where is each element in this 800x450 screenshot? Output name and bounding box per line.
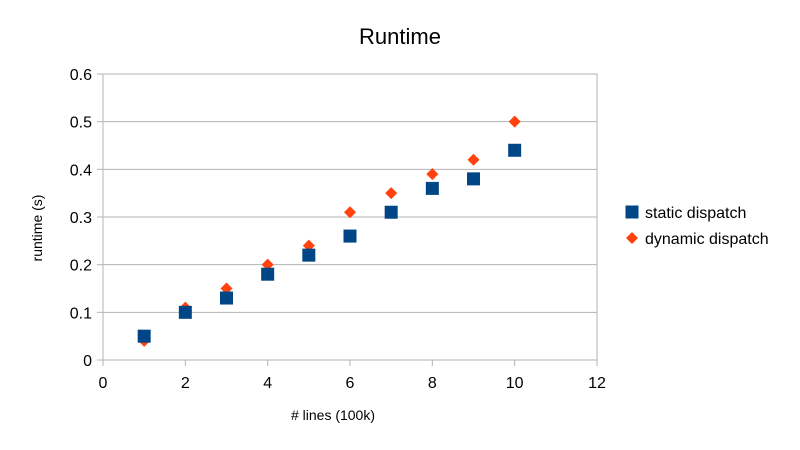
y-axis-ticks: 0 0.1 0.2 0.3 0.4 0.5 0.6	[70, 67, 103, 370]
x-tick-label: 12	[588, 375, 606, 392]
y-tick-label: 0	[83, 353, 92, 370]
static-dispatch-point	[508, 143, 522, 157]
dynamic-dispatch-point	[426, 168, 439, 181]
y-tick-label: 0.5	[70, 115, 92, 132]
static-dispatch-point	[261, 267, 275, 281]
dynamic-dispatch-point	[508, 115, 521, 128]
dynamic-dispatch-point	[467, 153, 480, 166]
y-tick-label: 0.4	[70, 162, 92, 179]
static-dispatch-point	[425, 181, 439, 195]
dynamic-dispatch-point	[344, 206, 356, 219]
legend-marker-dynamic	[626, 232, 638, 244]
x-tick-label: 0	[99, 375, 108, 392]
dynamic-dispatch-point	[385, 187, 398, 200]
x-axis-label: # lines (100k)	[291, 407, 375, 423]
dynamic-dispatch-point	[302, 239, 315, 252]
data-points	[137, 115, 522, 347]
legend-label: dynamic dispatch	[645, 231, 769, 248]
chart-title: Runtime	[359, 24, 441, 49]
y-axis-label: runtime (s)	[29, 195, 45, 262]
x-tick-label: 2	[181, 375, 190, 392]
static-dispatch-point	[302, 248, 316, 262]
dynamic-dispatch-point	[220, 282, 233, 295]
x-tick-label: 8	[428, 375, 437, 392]
x-tick-label: 10	[506, 375, 524, 392]
static-dispatch-point	[220, 291, 233, 305]
x-tick-label: 6	[346, 375, 355, 392]
legend-label: static dispatch	[645, 205, 746, 222]
y-tick-label: 0.6	[70, 67, 92, 84]
y-tick-label: 0.2	[70, 258, 92, 275]
legend-marker-static	[625, 205, 639, 219]
static-dispatch-point	[178, 305, 192, 319]
static-dispatch-point	[384, 205, 398, 219]
y-tick-label: 0.3	[70, 210, 92, 227]
x-tick-label: 4	[263, 375, 272, 392]
y-tick-label: 0.1	[70, 305, 92, 322]
x-axis-ticks: 0 2 4 6 8 10 12	[99, 360, 606, 392]
static-dispatch-point	[137, 329, 151, 343]
legend: static dispatch dynamic dispatch	[625, 205, 769, 248]
static-dispatch-point	[343, 229, 357, 243]
dynamic-dispatch-point	[261, 258, 274, 271]
static-dispatch-point	[467, 172, 480, 186]
